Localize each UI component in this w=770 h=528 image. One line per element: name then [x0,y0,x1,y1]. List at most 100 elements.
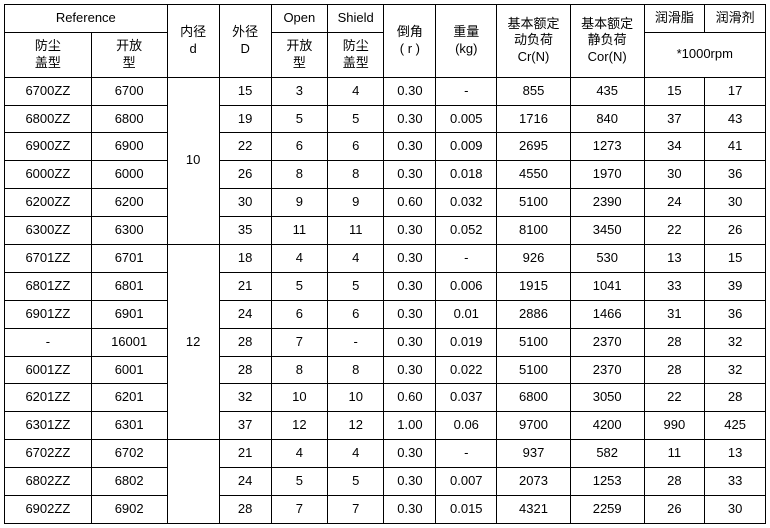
cell-dyn: 937 [497,440,571,468]
cell-stat: 3450 [570,217,644,245]
cell-shield: 8 [328,356,384,384]
cell-ref-shield: 6901ZZ [5,300,92,328]
table-row: 6902ZZ690228770.300.015432122592630 [5,496,766,524]
table-row: 6802ZZ680224550.300.007207312532833 [5,468,766,496]
table-row: 6801ZZ680121550.300.006191510413339 [5,272,766,300]
cell-chamfer: 0.30 [384,105,436,133]
cell-lube: 425 [705,412,766,440]
table-row: 6001ZZ600128880.300.022510023702832 [5,356,766,384]
cell-dyn: 8100 [497,217,571,245]
cell-grease: 30 [644,161,705,189]
cell-ref-shield: 6702ZZ [5,440,92,468]
cell-outer-d: 21 [219,440,271,468]
cell-open: 5 [271,272,327,300]
cell-grease: 22 [644,384,705,412]
cell-open: 12 [271,412,327,440]
cell-stat: 2259 [570,496,644,524]
cell-chamfer: 0.30 [384,496,436,524]
cell-inner-d: 12 [167,245,219,440]
cell-weight: 0.005 [436,105,497,133]
cell-dyn: 1915 [497,272,571,300]
hdr-weight: 重量(kg) [436,5,497,78]
table-row: -16001287-0.300.019510023702832 [5,328,766,356]
cell-stat: 435 [570,77,644,105]
cell-stat: 1466 [570,300,644,328]
cell-chamfer: 0.30 [384,245,436,273]
cell-shield: 10 [328,384,384,412]
cell-open: 4 [271,440,327,468]
cell-ref-shield: 6701ZZ [5,245,92,273]
hdr-shield-type2: 防尘盖型 [328,32,384,77]
cell-ref-shield: 6200ZZ [5,189,92,217]
cell-chamfer: 0.30 [384,440,436,468]
cell-open: 7 [271,496,327,524]
cell-shield: 7 [328,496,384,524]
cell-ref-open: 6300 [91,217,167,245]
cell-open: 8 [271,356,327,384]
cell-outer-d: 28 [219,328,271,356]
cell-outer-d: 28 [219,356,271,384]
cell-ref-shield: 6001ZZ [5,356,92,384]
cell-shield: 6 [328,300,384,328]
cell-weight: 0.019 [436,328,497,356]
cell-open: 3 [271,77,327,105]
cell-shield: 6 [328,133,384,161]
cell-stat: 1970 [570,161,644,189]
cell-stat: 2390 [570,189,644,217]
cell-ref-open: 6301 [91,412,167,440]
cell-lube: 30 [705,496,766,524]
cell-ref-open: 6200 [91,189,167,217]
cell-open: 6 [271,300,327,328]
cell-dyn: 2695 [497,133,571,161]
hdr-rpm: *1000rpm [644,32,765,77]
hdr-inner-d: 内径d [167,5,219,78]
cell-stat: 1041 [570,272,644,300]
cell-shield: 5 [328,105,384,133]
table-row: 6901ZZ690124660.300.01288614663136 [5,300,766,328]
cell-chamfer: 1.00 [384,412,436,440]
cell-ref-open: 6702 [91,440,167,468]
cell-stat: 582 [570,440,644,468]
cell-outer-d: 30 [219,189,271,217]
cell-outer-d: 32 [219,384,271,412]
cell-shield: 4 [328,245,384,273]
cell-dyn: 2886 [497,300,571,328]
cell-ref-open: 6802 [91,468,167,496]
cell-lube: 33 [705,468,766,496]
cell-ref-shield: - [5,328,92,356]
table-row: 6201ZZ62013210100.600.037680030502228 [5,384,766,412]
hdr-shield-type: 防尘盖型 [5,32,92,77]
cell-weight: 0.015 [436,496,497,524]
cell-lube: 26 [705,217,766,245]
hdr-chamfer: 倒角( r ) [384,5,436,78]
hdr-reference: Reference [5,5,168,33]
cell-dyn: 4321 [497,496,571,524]
cell-chamfer: 0.60 [384,189,436,217]
cell-chamfer: 0.30 [384,133,436,161]
cell-dyn: 1716 [497,105,571,133]
cell-weight: 0.037 [436,384,497,412]
cell-outer-d: 28 [219,496,271,524]
cell-weight: 0.01 [436,300,497,328]
cell-weight: - [436,440,497,468]
hdr-outer-d: 外径D [219,5,271,78]
table-row: 6300ZZ63003511110.300.052810034502226 [5,217,766,245]
cell-ref-shield: 6000ZZ [5,161,92,189]
cell-outer-d: 35 [219,217,271,245]
table-row: 6800ZZ680019550.300.00517168403743 [5,105,766,133]
cell-ref-open: 6201 [91,384,167,412]
cell-stat: 530 [570,245,644,273]
bearing-spec-table: Reference 内径d 外径D Open Shield 倒角( r ) 重量… [4,4,766,524]
cell-chamfer: 0.60 [384,384,436,412]
cell-dyn: 6800 [497,384,571,412]
cell-weight: 0.006 [436,272,497,300]
cell-stat: 3050 [570,384,644,412]
cell-shield: 5 [328,272,384,300]
cell-weight: 0.009 [436,133,497,161]
cell-chamfer: 0.30 [384,161,436,189]
table-row: 6900ZZ690022660.300.009269512733441 [5,133,766,161]
cell-grease: 28 [644,468,705,496]
cell-chamfer: 0.30 [384,300,436,328]
hdr-open-type2: 开放型 [271,32,327,77]
cell-ref-open: 6801 [91,272,167,300]
